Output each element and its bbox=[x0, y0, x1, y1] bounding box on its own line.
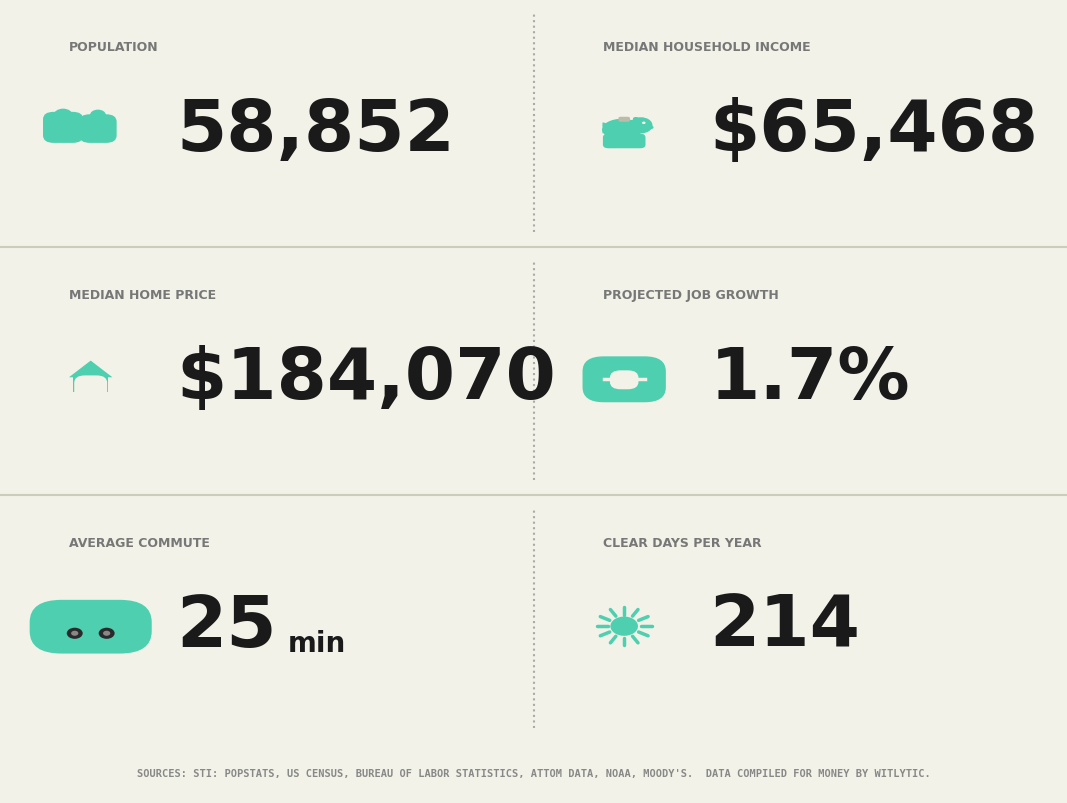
Circle shape bbox=[642, 122, 646, 125]
FancyBboxPatch shape bbox=[79, 115, 116, 144]
Circle shape bbox=[610, 617, 638, 636]
FancyBboxPatch shape bbox=[620, 135, 637, 149]
FancyBboxPatch shape bbox=[76, 621, 106, 624]
Text: 25: 25 bbox=[176, 592, 276, 661]
Circle shape bbox=[67, 628, 83, 639]
Text: 58,852: 58,852 bbox=[176, 97, 455, 165]
FancyBboxPatch shape bbox=[610, 371, 638, 389]
Ellipse shape bbox=[646, 126, 654, 130]
FancyBboxPatch shape bbox=[30, 600, 152, 654]
Ellipse shape bbox=[633, 118, 639, 121]
Circle shape bbox=[53, 109, 73, 123]
Text: MEDIAN HOUSEHOLD INCOME: MEDIAN HOUSEHOLD INCOME bbox=[603, 41, 811, 54]
FancyBboxPatch shape bbox=[583, 357, 666, 403]
FancyBboxPatch shape bbox=[619, 117, 630, 123]
Circle shape bbox=[98, 628, 114, 639]
FancyBboxPatch shape bbox=[603, 135, 619, 149]
Text: MEDIAN HOME PRICE: MEDIAN HOME PRICE bbox=[69, 288, 217, 301]
Text: CLEAR DAYS PER YEAR: CLEAR DAYS PER YEAR bbox=[603, 536, 762, 549]
Text: PROJECTED JOB GROWTH: PROJECTED JOB GROWTH bbox=[603, 288, 779, 301]
Circle shape bbox=[90, 111, 106, 121]
Polygon shape bbox=[76, 615, 106, 622]
Text: $65,468: $65,468 bbox=[710, 97, 1038, 165]
Text: POPULATION: POPULATION bbox=[69, 41, 159, 54]
Polygon shape bbox=[69, 361, 112, 377]
Text: $184,070: $184,070 bbox=[176, 344, 556, 414]
FancyBboxPatch shape bbox=[611, 135, 628, 149]
FancyBboxPatch shape bbox=[75, 376, 107, 401]
Text: SOURCES: STI: POPSTATS, US CENSUS, BUREAU OF LABOR STATISTICS, ATTOM DATA, NOAA,: SOURCES: STI: POPSTATS, US CENSUS, BUREA… bbox=[137, 768, 930, 778]
Circle shape bbox=[103, 631, 110, 636]
Circle shape bbox=[630, 118, 653, 134]
Text: 214: 214 bbox=[710, 592, 861, 661]
Text: 1.7%: 1.7% bbox=[710, 344, 910, 414]
Circle shape bbox=[71, 631, 78, 636]
FancyBboxPatch shape bbox=[630, 135, 646, 149]
FancyBboxPatch shape bbox=[74, 377, 108, 393]
Text: AVERAGE COMMUTE: AVERAGE COMMUTE bbox=[69, 536, 210, 549]
Ellipse shape bbox=[602, 120, 642, 141]
Text: min: min bbox=[288, 629, 347, 657]
FancyBboxPatch shape bbox=[43, 112, 83, 144]
